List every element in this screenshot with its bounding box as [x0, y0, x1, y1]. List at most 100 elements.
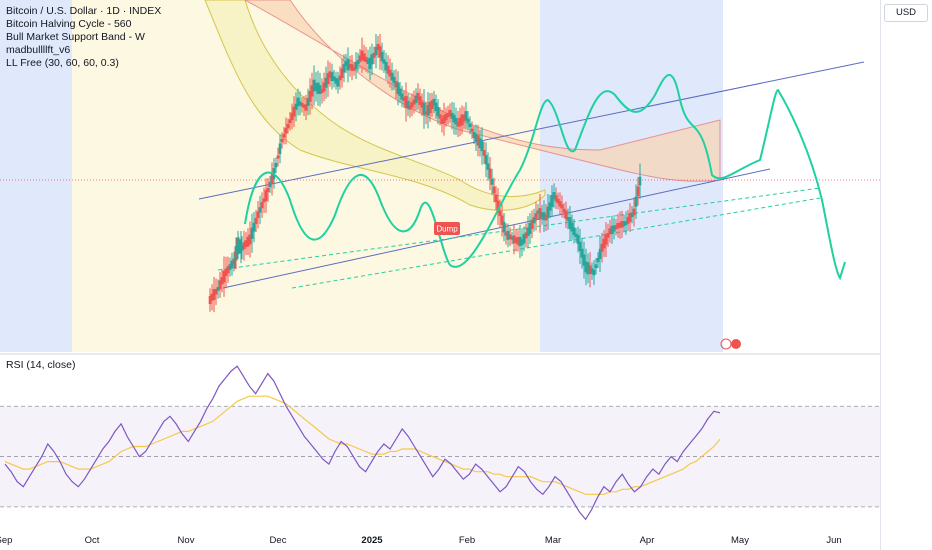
candle-body [274, 162, 278, 168]
price-candle [554, 187, 558, 209]
price-candle [348, 55, 352, 77]
symbol-title[interactable]: Bitcoin / U.S. Dollar · 1D · INDEX [6, 5, 162, 17]
candle-body [548, 202, 552, 211]
indicator-bull-band[interactable]: Bull Market Support Band - W [6, 31, 145, 43]
candle-body [328, 71, 332, 78]
price-candle [304, 94, 308, 121]
price-candle [220, 269, 224, 293]
price-candle [210, 284, 214, 311]
indicator-llfree[interactable]: LL Free (30, 60, 60, 0.3) [6, 57, 119, 69]
candle-body [246, 236, 250, 247]
price-candle [240, 236, 244, 260]
candle-body [222, 270, 226, 283]
price-candle [486, 152, 490, 181]
price-candle [254, 209, 258, 232]
time-tick-label: Jun [826, 535, 841, 546]
price-candle [506, 223, 510, 248]
price-candle [312, 65, 316, 106]
price-candle [548, 194, 552, 219]
candle-body [400, 93, 404, 100]
candle-body [362, 53, 366, 62]
candle-body [398, 88, 402, 96]
price-candle [276, 147, 280, 167]
price-candle [500, 203, 504, 237]
candle-body [578, 241, 582, 252]
price-candle [342, 54, 346, 83]
price-candle [596, 252, 600, 269]
price-candle [436, 99, 440, 125]
price-candle [422, 88, 426, 129]
candle-body [458, 117, 462, 127]
candle-body [580, 248, 584, 258]
rsi-title[interactable]: RSI (14, close) [6, 359, 76, 371]
indicator-halving[interactable]: Bitcoin Halving Cycle - 560 [6, 18, 132, 30]
price-candle [352, 62, 356, 76]
candle-body [264, 190, 268, 201]
price-candle [478, 129, 482, 157]
candle-body [226, 266, 230, 274]
candle-body [220, 277, 224, 285]
candle-body [314, 83, 318, 91]
candle-body [262, 198, 266, 203]
candle-body [624, 221, 628, 225]
currency-button[interactable]: USD [884, 4, 928, 22]
price-candle [562, 203, 566, 219]
candle-body [312, 79, 316, 92]
candle-body [338, 75, 342, 81]
candle-body [394, 80, 398, 88]
price-candle [528, 213, 532, 244]
price-candle [460, 105, 464, 135]
price-candle [214, 278, 218, 305]
price-candle [350, 54, 354, 81]
candle-body [498, 210, 502, 216]
price-candle [324, 66, 328, 99]
price-candle [608, 219, 612, 243]
price-candle [384, 52, 388, 80]
candle-body [386, 65, 390, 74]
price-candle [402, 90, 406, 108]
candle-body [486, 163, 490, 170]
price-candle [430, 92, 434, 117]
price-candle [590, 262, 594, 280]
price-candle [250, 213, 254, 253]
price-candle [448, 103, 452, 123]
price-candle [274, 157, 278, 173]
rsi-ma-line [4, 395, 721, 495]
price-candle [536, 204, 540, 220]
candle-body [450, 112, 454, 119]
candle-body [468, 123, 472, 128]
price-candle [296, 88, 300, 116]
candle-body [600, 243, 604, 252]
price-candle [408, 97, 412, 118]
candle-body [586, 262, 590, 275]
price-candle [572, 218, 576, 244]
price-axis[interactable] [880, 0, 932, 550]
price-candle [370, 43, 374, 76]
price-candle [440, 109, 444, 133]
price-candle [418, 88, 422, 113]
candle-body [608, 228, 612, 235]
price-candle [636, 177, 640, 206]
price-candle [542, 200, 546, 233]
price-candle [470, 121, 474, 139]
price-candle [346, 47, 350, 83]
candle-body [302, 104, 306, 108]
price-candle [260, 192, 264, 218]
candle-body [234, 247, 238, 259]
candle-body [448, 110, 452, 116]
candle-body [248, 234, 252, 245]
price-candle [570, 214, 574, 240]
candle-body [418, 96, 422, 105]
candle-body [622, 221, 626, 227]
price-candle [576, 226, 580, 253]
price-candle [582, 241, 586, 279]
indicator-madbull[interactable]: madbullllft_v6 [6, 44, 71, 56]
price-candle [280, 132, 284, 149]
candle-body [430, 100, 434, 110]
dump-label-text: Dump [436, 225, 458, 234]
candle-body [452, 114, 456, 123]
price-candle [410, 93, 414, 117]
price-candle [588, 252, 592, 288]
candle-body [318, 85, 322, 94]
